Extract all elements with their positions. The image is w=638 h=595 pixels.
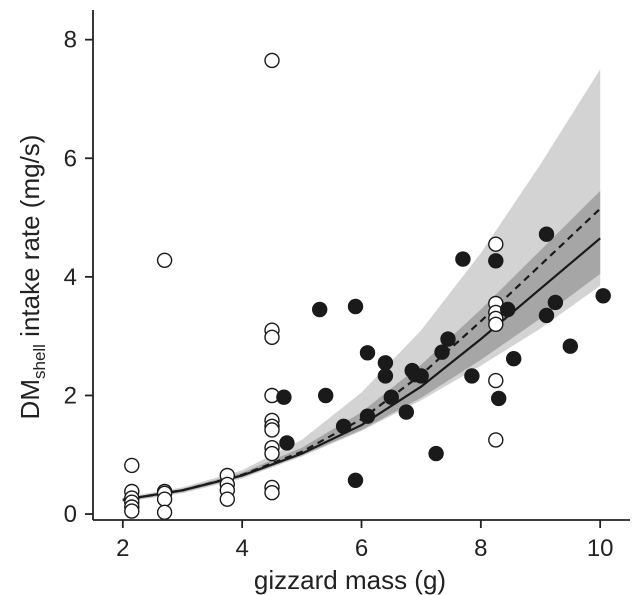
filled-data-point: [455, 251, 471, 267]
confidence-bands: [122, 69, 601, 503]
x-tick-label: 6: [355, 535, 368, 562]
open-data-point: [264, 329, 280, 345]
filled-data-point: [464, 368, 480, 384]
open-data-point: [124, 503, 140, 519]
filled-data-point: [318, 387, 334, 404]
filled-data-point: [383, 389, 399, 405]
y-axis-title-rest: intake rate (mg/s): [15, 135, 45, 345]
filled-data-point: [538, 226, 555, 242]
open-data-point: [156, 504, 173, 520]
filled-data-point: [377, 355, 394, 371]
filled-data-point: [428, 445, 444, 462]
x-tick-label: 4: [235, 535, 248, 562]
filled-data-point: [279, 435, 295, 451]
filled-data-point: [335, 418, 352, 434]
x-tick-label: 8: [474, 535, 487, 562]
filled-data-point: [347, 298, 364, 315]
open-data-point: [264, 485, 280, 501]
y-tick-label: 2: [64, 382, 77, 409]
filled-data-point: [500, 301, 516, 318]
filled-data-point: [312, 301, 328, 318]
filled-data-point: [434, 344, 450, 360]
filled-data-point: [398, 404, 414, 420]
y-axis-title-main: DM: [15, 379, 45, 419]
x-tick-label: 2: [116, 535, 129, 562]
y-axis-title-subscript: shell: [30, 344, 49, 379]
x-tick-label: 10: [587, 535, 614, 562]
open-data-point: [264, 445, 280, 462]
open-data-point: [264, 52, 280, 69]
open-data-point: [488, 236, 504, 252]
filled-data-point: [359, 408, 376, 424]
open-data-point: [488, 316, 504, 332]
filled-data-point: [595, 288, 611, 304]
filled-data-point: [347, 472, 364, 488]
open-data-point: [488, 372, 504, 389]
y-axis-title: DMshell intake rate (mg/s): [15, 135, 49, 420]
open-data-point: [219, 491, 236, 507]
filled-data-point: [491, 390, 507, 407]
filled-data-point: [413, 368, 429, 384]
filled-data-point: [276, 389, 292, 405]
axes: 2 4 6 8 10 0 2 4 6 8: [64, 10, 630, 562]
data-points: [124, 52, 611, 520]
filled-data-point: [547, 294, 564, 311]
filled-data-point: [359, 345, 376, 361]
open-data-point: [156, 491, 173, 507]
open-data-point: [264, 422, 280, 438]
y-tick-label: 4: [64, 264, 77, 291]
fit-line-solid: [122, 237, 601, 501]
open-data-point: [124, 457, 140, 474]
filled-data-point: [562, 338, 578, 354]
filled-data-point: [506, 351, 522, 367]
filled-data-point: [377, 368, 394, 384]
open-data-point: [488, 432, 504, 448]
y-tick-label: 0: [64, 501, 77, 528]
filled-data-point: [538, 307, 555, 324]
open-data-point: [156, 252, 173, 268]
filled-data-point: [440, 331, 456, 347]
x-axis-title: gizzard mass (g): [254, 565, 446, 595]
y-tick-label: 6: [64, 145, 77, 172]
y-tick-label: 8: [64, 27, 77, 54]
filled-data-point: [488, 253, 504, 269]
